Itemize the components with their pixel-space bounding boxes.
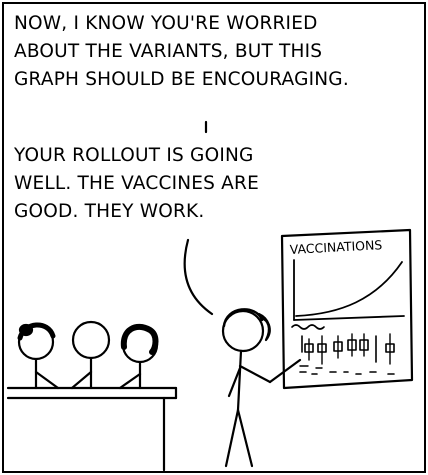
speech-line: GOOD. THEY WORK. — [14, 201, 205, 222]
speech-line: YOUR ROLLOUT IS GOING — [14, 145, 254, 166]
audience-person-middle — [70, 320, 111, 390]
audience-person-left — [17, 322, 60, 390]
presenter-figure — [221, 308, 302, 468]
speech-line: WELL. THE VACCINES ARE — [14, 173, 259, 194]
audience-person-right — [118, 323, 159, 390]
speech-line: NOW, I KNOW YOU'RE WORRIED — [14, 13, 318, 34]
speech-tail — [183, 238, 214, 316]
chart-title: VACCINATIONS — [289, 237, 382, 257]
speech-text-bottom: YOUR ROLLOUT IS GOING WELL. THE VACCINES… — [14, 142, 259, 226]
speech-line: GRAPH SHOULD BE ENCOURAGING. — [14, 69, 349, 90]
speech-line: ABOUT THE VARIANTS, BUT THIS — [14, 41, 323, 62]
vaccinations-chart-board: VACCINATIONS — [280, 228, 414, 390]
speech-text-top: NOW, I KNOW YOU'RE WORRIED ABOUT THE VAR… — [14, 10, 349, 94]
audience-desk — [6, 386, 178, 472]
